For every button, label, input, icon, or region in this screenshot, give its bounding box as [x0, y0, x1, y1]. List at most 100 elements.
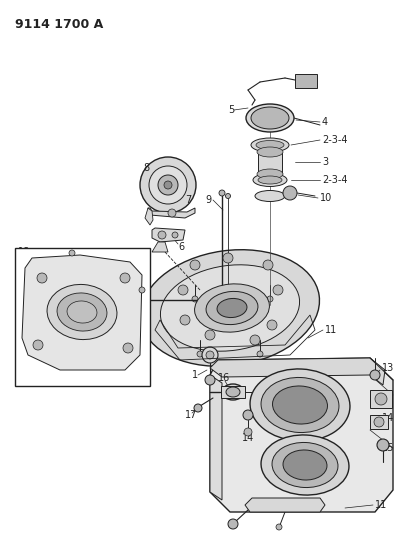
Circle shape	[267, 320, 277, 330]
Circle shape	[158, 175, 178, 195]
Circle shape	[37, 273, 47, 283]
Polygon shape	[210, 358, 393, 512]
Circle shape	[139, 287, 145, 293]
Ellipse shape	[255, 190, 285, 201]
Ellipse shape	[217, 298, 247, 318]
Circle shape	[120, 273, 130, 283]
Text: 14: 14	[382, 413, 394, 423]
Ellipse shape	[67, 301, 97, 323]
Ellipse shape	[256, 141, 284, 149]
Circle shape	[226, 193, 230, 198]
Ellipse shape	[251, 138, 289, 152]
Text: 9114 1700 A: 9114 1700 A	[15, 18, 103, 31]
Circle shape	[164, 181, 172, 189]
Ellipse shape	[57, 293, 107, 331]
Ellipse shape	[160, 265, 300, 351]
Ellipse shape	[222, 384, 244, 400]
Text: 11: 11	[325, 325, 337, 335]
Ellipse shape	[272, 442, 338, 488]
Circle shape	[263, 260, 273, 270]
Polygon shape	[245, 498, 325, 512]
Polygon shape	[152, 228, 185, 242]
Circle shape	[33, 340, 43, 350]
Ellipse shape	[206, 292, 258, 325]
Circle shape	[243, 410, 253, 420]
Ellipse shape	[273, 386, 328, 424]
Polygon shape	[145, 208, 153, 225]
Text: 1: 1	[192, 370, 198, 380]
Circle shape	[370, 370, 380, 380]
Circle shape	[192, 296, 198, 302]
Text: 5: 5	[228, 105, 234, 115]
Text: 8: 8	[143, 163, 149, 173]
Text: 2-3-4: 2-3-4	[322, 175, 347, 185]
Bar	[15, 248, 150, 386]
Ellipse shape	[283, 450, 327, 480]
Polygon shape	[152, 242, 168, 252]
Ellipse shape	[261, 435, 349, 495]
Polygon shape	[22, 255, 142, 370]
Circle shape	[172, 232, 178, 238]
Ellipse shape	[250, 369, 350, 441]
Text: 7: 7	[185, 195, 191, 205]
Text: 10: 10	[320, 193, 332, 203]
Circle shape	[377, 439, 389, 451]
Ellipse shape	[261, 377, 339, 433]
Ellipse shape	[253, 174, 287, 187]
Circle shape	[375, 393, 387, 405]
Text: 6: 6	[178, 242, 184, 252]
Circle shape	[149, 166, 187, 204]
Circle shape	[219, 190, 225, 196]
Circle shape	[228, 519, 238, 529]
Text: 14: 14	[242, 433, 254, 443]
Circle shape	[202, 347, 218, 363]
Bar	[221, 386, 245, 398]
Circle shape	[178, 285, 188, 295]
Ellipse shape	[251, 107, 289, 129]
Text: 17: 17	[185, 410, 197, 420]
Ellipse shape	[226, 387, 240, 397]
Bar	[370, 415, 388, 429]
Circle shape	[276, 524, 282, 530]
Circle shape	[374, 417, 384, 427]
Circle shape	[180, 315, 190, 325]
Text: 9: 9	[205, 195, 211, 205]
Ellipse shape	[246, 104, 294, 132]
Circle shape	[197, 351, 203, 357]
Text: 11: 11	[375, 500, 387, 510]
Circle shape	[69, 250, 75, 256]
Ellipse shape	[141, 249, 320, 366]
Ellipse shape	[194, 284, 269, 332]
Circle shape	[158, 231, 166, 239]
Circle shape	[223, 253, 233, 263]
Ellipse shape	[258, 176, 282, 184]
Ellipse shape	[257, 169, 283, 179]
Circle shape	[140, 157, 196, 213]
Text: 18: 18	[18, 247, 30, 257]
Circle shape	[267, 296, 273, 302]
Circle shape	[123, 343, 133, 353]
Bar	[370, 390, 392, 408]
Bar	[258, 152, 282, 174]
Circle shape	[244, 428, 252, 436]
Circle shape	[273, 285, 283, 295]
Text: 16: 16	[218, 373, 230, 383]
Text: 2-3-4: 2-3-4	[322, 135, 347, 145]
Circle shape	[190, 260, 200, 270]
Circle shape	[168, 209, 176, 217]
Polygon shape	[210, 375, 222, 500]
Circle shape	[283, 186, 297, 200]
Bar	[295, 74, 317, 88]
Circle shape	[257, 351, 263, 357]
Circle shape	[206, 351, 214, 359]
Text: 15: 15	[382, 443, 394, 453]
Polygon shape	[148, 208, 195, 218]
Circle shape	[250, 335, 260, 345]
Polygon shape	[210, 358, 385, 385]
Text: 3: 3	[322, 157, 328, 167]
Text: 4: 4	[322, 117, 328, 127]
Ellipse shape	[257, 147, 283, 157]
Text: 13: 13	[382, 363, 394, 373]
Circle shape	[205, 375, 215, 385]
Ellipse shape	[47, 285, 117, 340]
